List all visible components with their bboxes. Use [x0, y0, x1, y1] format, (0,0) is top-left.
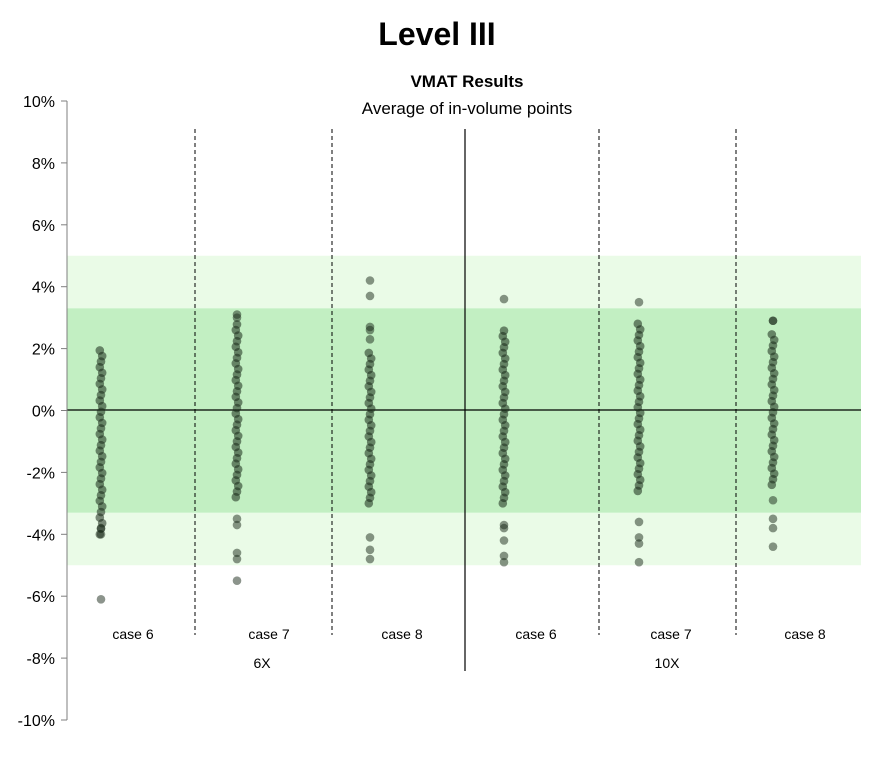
data-point [365, 533, 375, 542]
data-point [499, 294, 509, 304]
y-tick-label: -10% [18, 713, 55, 730]
group-labels: 6X 10X [253, 655, 680, 671]
data-point [634, 517, 644, 527]
data-point [768, 514, 778, 524]
category-label: case 8 [381, 626, 422, 642]
data-point [768, 523, 778, 533]
y-tick-label: 0% [32, 404, 55, 421]
data-point [232, 576, 242, 586]
divider-lines [194, 129, 737, 671]
chart-title: VMAT Results [410, 72, 523, 91]
data-point [365, 325, 375, 335]
data-point [768, 316, 778, 326]
category-label: case 7 [650, 626, 691, 642]
data-point [232, 548, 242, 558]
data-point [634, 557, 644, 567]
data-point [633, 319, 643, 329]
data-point [96, 530, 106, 539]
data-point [232, 514, 242, 524]
group-label: 6X [253, 655, 271, 671]
data-points [95, 276, 779, 604]
y-tick-label: 8% [32, 156, 55, 173]
data-point [96, 523, 106, 533]
y-tick-label: 4% [32, 280, 55, 297]
y-tick-label: 2% [32, 342, 55, 359]
chart-subtitle: Average of in-volume points [362, 99, 572, 118]
data-point [365, 291, 375, 301]
data-point [634, 297, 644, 307]
data-point [499, 523, 509, 533]
data-point [232, 313, 242, 322]
y-tick-label: 10% [23, 94, 55, 111]
data-point [365, 554, 375, 564]
y-tick-label: -8% [27, 651, 55, 668]
y-tick-label: -4% [27, 527, 55, 544]
data-point [499, 557, 509, 567]
category-label: case 8 [784, 626, 825, 642]
data-point [95, 346, 105, 355]
data-point [232, 520, 242, 530]
data-point [767, 330, 777, 339]
data-point [365, 276, 375, 285]
data-point [365, 545, 375, 555]
category-label: case 6 [112, 626, 153, 642]
y-tick-label: 6% [32, 218, 55, 235]
y-tick-label: -2% [27, 465, 55, 482]
data-point [232, 320, 242, 329]
data-point [499, 326, 509, 335]
y-tick-label: -6% [27, 589, 55, 606]
data-point [499, 536, 509, 545]
category-label: case 6 [515, 626, 556, 642]
data-point [365, 335, 375, 344]
data-point [499, 551, 509, 561]
data-point [768, 495, 778, 505]
data-point [768, 542, 778, 551]
group-label: 10X [655, 655, 681, 671]
data-point [96, 594, 106, 604]
data-point [634, 533, 644, 542]
data-point [364, 348, 374, 358]
category-labels: case 6 case 7 case 8 case 6 case 7 case 8 [112, 626, 825, 642]
y-axis: 10% 8% 6% 4% 2% 0% -2% -4% -6% -8% -10% [18, 94, 68, 730]
data-point [232, 554, 242, 564]
category-label: case 7 [248, 626, 289, 642]
page-title: Level III [378, 16, 496, 52]
data-point [634, 539, 644, 548]
